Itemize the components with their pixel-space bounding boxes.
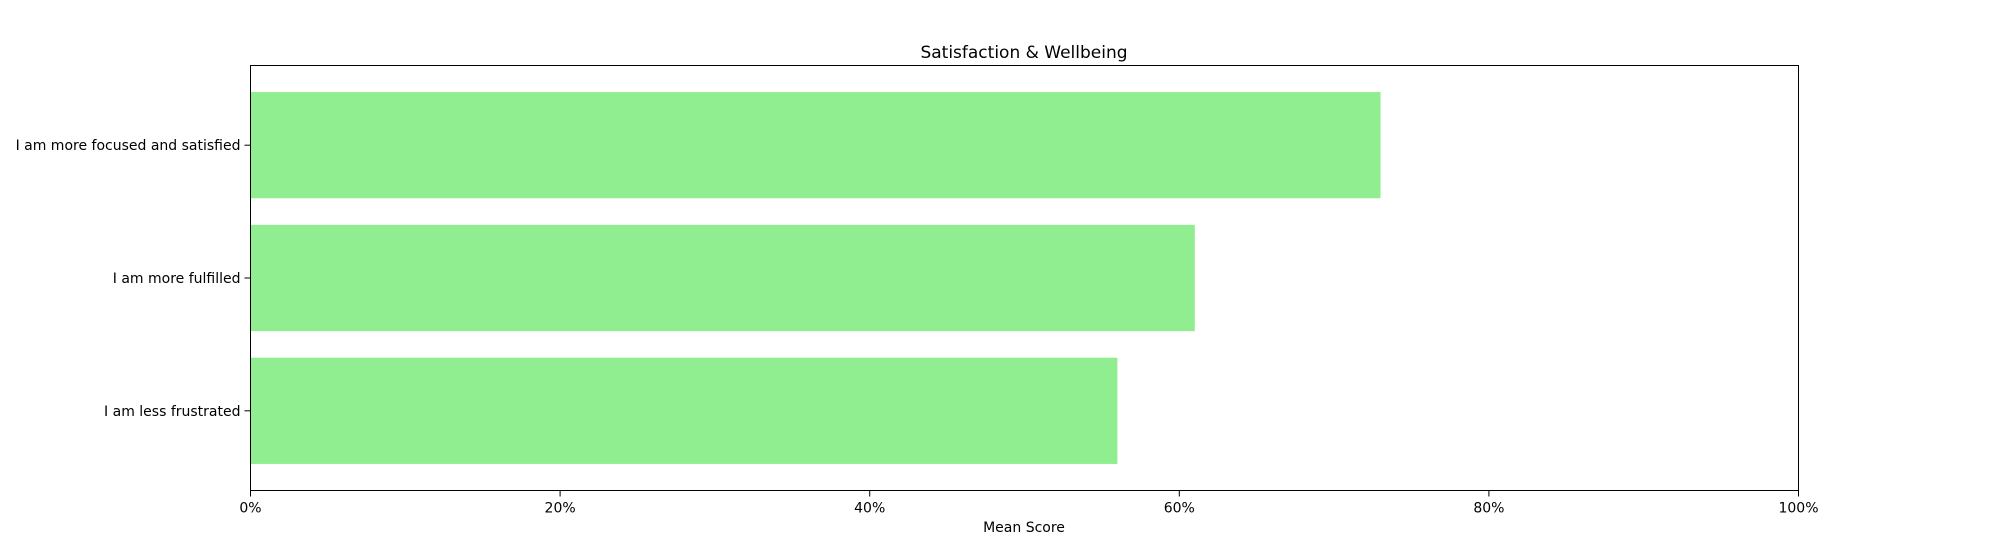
y-axis-ticks: I am more focused and satisfied I am more… xyxy=(16,138,251,420)
x-axis-ticks: 0% 20% 40% 60% 80% 100% xyxy=(239,490,1819,517)
plot-frame xyxy=(250,65,1799,491)
y-tick-label: I am more fulfilled xyxy=(113,271,241,287)
bar-1 xyxy=(250,92,1381,199)
x-tick-label: 20% xyxy=(545,501,576,517)
x-tick-label: 60% xyxy=(1164,501,1195,517)
y-tick-label: I am more focused and satisfied xyxy=(16,138,241,154)
y-tick-label: I am less frustrated xyxy=(104,404,240,420)
bar-2 xyxy=(250,224,1195,332)
x-tick-label: 40% xyxy=(854,501,885,517)
bar-3 xyxy=(250,357,1118,464)
x-tick-label: 100% xyxy=(1778,501,1818,517)
chart-title: Satisfaction & Wellbeing xyxy=(920,43,1127,63)
bars-group xyxy=(250,92,1381,464)
x-tick-label: 0% xyxy=(239,501,261,517)
x-tick-label: 80% xyxy=(1473,501,1504,517)
x-axis-label: Mean Score xyxy=(983,520,1065,536)
